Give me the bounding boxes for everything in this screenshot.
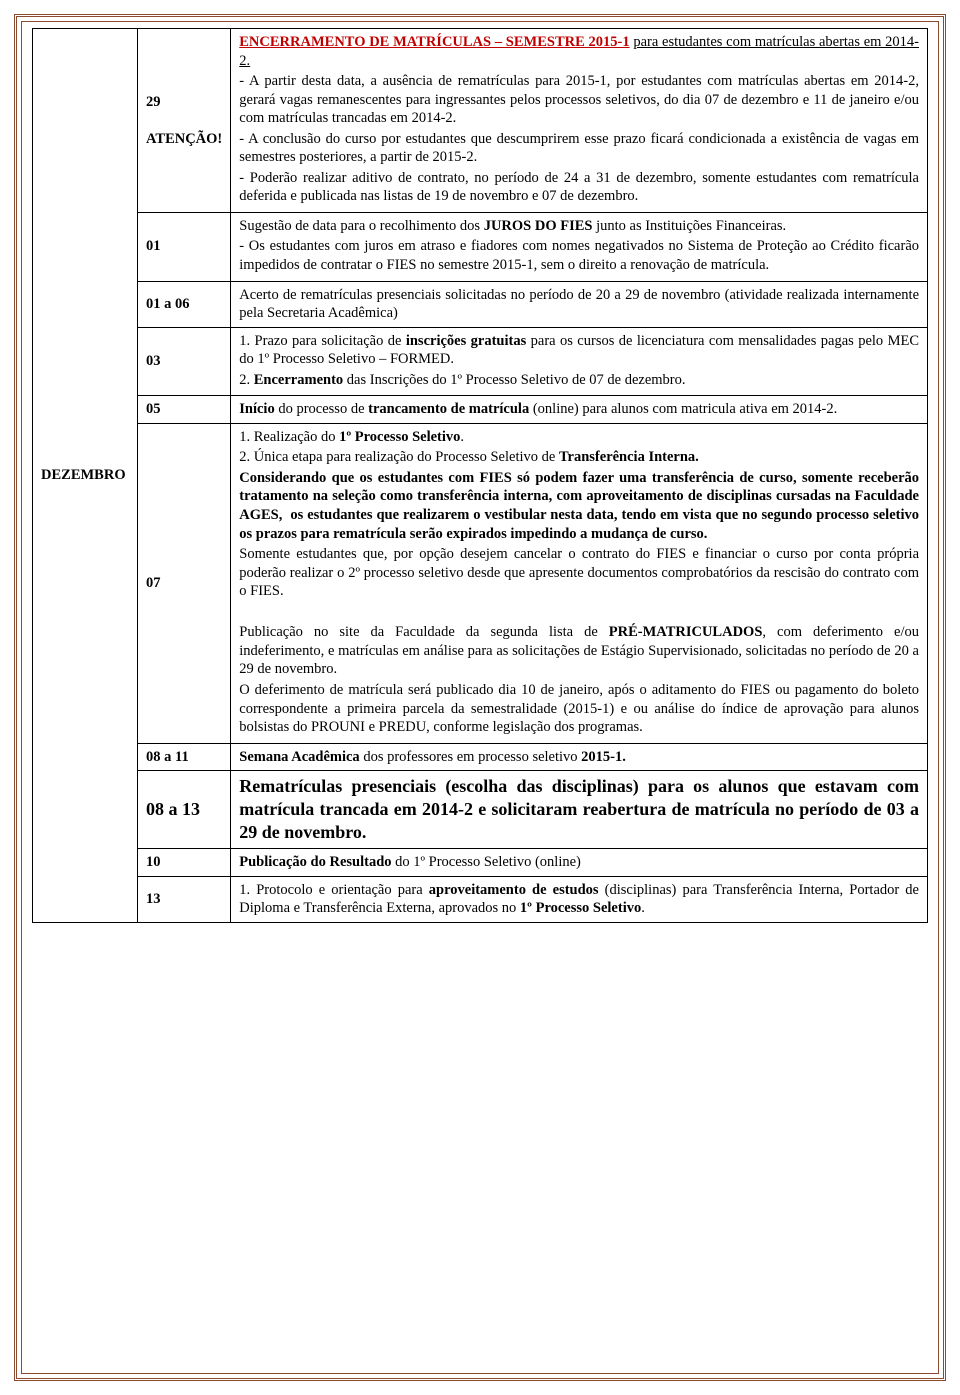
table-row: 05Início do processo de trancamento de m…	[33, 396, 928, 424]
content-cell: 1. Prazo para solicitação de inscrições …	[231, 327, 928, 396]
table-row: 01 a 06Acerto de rematrículas presenciai…	[33, 281, 928, 327]
table-row: 08 a 11Semana Acadêmica dos professores …	[33, 743, 928, 771]
date-cell: 29ATENÇÃO!	[138, 29, 231, 213]
table-row: 08 a 13Rematrículas presenciais (escolha…	[33, 771, 928, 849]
content-cell: Início do processo de trancamento de mat…	[231, 396, 928, 424]
table-row: 031. Prazo para solicitação de inscriçõe…	[33, 327, 928, 396]
table-row: DEZEMBRO29ATENÇÃO!ENCERRAMENTO DE MATRÍC…	[33, 29, 928, 213]
content-cell: ENCERRAMENTO DE MATRÍCULAS – SEMESTRE 20…	[231, 29, 928, 213]
date-cell: 03	[138, 327, 231, 396]
date-cell: 10	[138, 849, 231, 877]
date-cell: 05	[138, 396, 231, 424]
content-cell: Acerto de rematrículas presenciais solic…	[231, 281, 928, 327]
content-cell: 1. Protocolo e orientação para aproveita…	[231, 876, 928, 922]
content-cell: 1. Realização do 1º Processo Seletivo.2.…	[231, 423, 928, 743]
table-row: 10Publicação do Resultado do 1º Processo…	[33, 849, 928, 877]
decorative-border-outer: DEZEMBRO29ATENÇÃO!ENCERRAMENTO DE MATRÍC…	[14, 14, 946, 1381]
table-row: 071. Realização do 1º Processo Seletivo.…	[33, 423, 928, 743]
content-cell: Rematrículas presenciais (escolha das di…	[231, 771, 928, 849]
date-cell: 13	[138, 876, 231, 922]
content-cell: Publicação do Resultado do 1º Processo S…	[231, 849, 928, 877]
content-cell: Semana Acadêmica dos professores em proc…	[231, 743, 928, 771]
date-cell: 07	[138, 423, 231, 743]
decorative-border-inner: DEZEMBRO29ATENÇÃO!ENCERRAMENTO DE MATRÍC…	[21, 21, 939, 1374]
date-cell: 01	[138, 212, 231, 281]
page: DEZEMBRO29ATENÇÃO!ENCERRAMENTO DE MATRÍC…	[0, 0, 960, 1395]
date-cell: 01 a 06	[138, 281, 231, 327]
schedule-table: DEZEMBRO29ATENÇÃO!ENCERRAMENTO DE MATRÍC…	[32, 28, 928, 923]
date-cell: 08 a 13	[138, 771, 231, 849]
table-row: 01Sugestão de data para o recolhimento d…	[33, 212, 928, 281]
content-cell: Sugestão de data para o recolhimento dos…	[231, 212, 928, 281]
table-row: 131. Protocolo e orientação para aprovei…	[33, 876, 928, 922]
date-cell: 08 a 11	[138, 743, 231, 771]
month-cell: DEZEMBRO	[33, 29, 138, 923]
